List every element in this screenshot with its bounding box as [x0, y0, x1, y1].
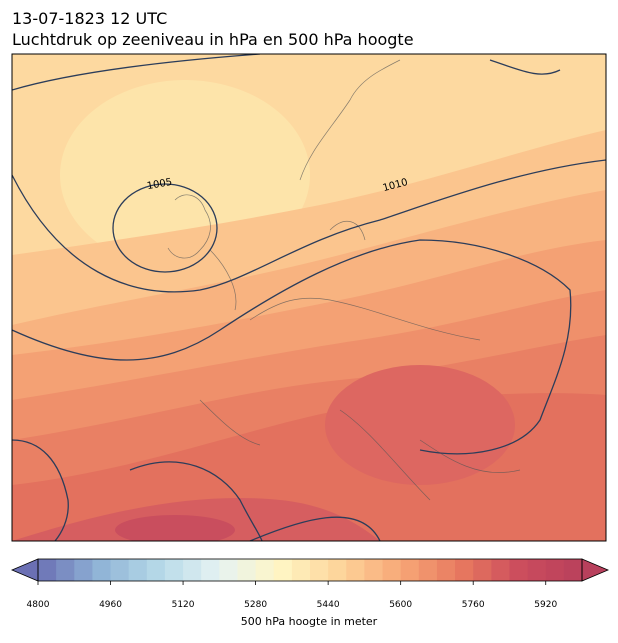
isobar — [249, 516, 381, 541]
colorbar-segment — [273, 559, 293, 581]
colorbar-segment — [164, 559, 184, 581]
contour-label: 1005 — [146, 177, 173, 192]
colorbar-tick-label: 5280 — [244, 600, 267, 610]
colorbar-segment — [346, 559, 365, 581]
colorbar-segment — [455, 559, 474, 581]
colorbar-tick-label: 4960 — [99, 600, 122, 610]
colorbar-segment — [563, 559, 583, 581]
colorbar-segment — [291, 559, 311, 581]
colorbar-segment — [545, 559, 565, 581]
colorbar-segment — [328, 559, 347, 581]
colorbar-segment — [110, 559, 130, 581]
map: 1005 1010 — [12, 54, 606, 541]
colorbar-extend — [10, 558, 39, 582]
colorbar-segment — [92, 559, 112, 581]
subtitle: Luchtdruk op zeeniveau in hPa en 500 hPa… — [12, 30, 414, 49]
map-frame — [11, 53, 607, 542]
coastline — [167, 59, 521, 501]
colorbar-segment — [364, 559, 384, 581]
colorbar-segment — [418, 559, 438, 581]
title: 13-07-1823 12 UTC — [12, 9, 167, 28]
isobar — [112, 183, 218, 273]
isobar — [12, 159, 606, 293]
colorbar-segment — [146, 559, 166, 581]
colorbar-tick-label: 5760 — [462, 600, 485, 610]
colorbar-label: 500 hPa hoogte in meter — [241, 615, 378, 628]
colorbar-segment — [219, 559, 238, 581]
colorbar-segment — [382, 559, 402, 581]
colorbar-tick-label: 5920 — [534, 600, 557, 610]
isobar — [12, 54, 261, 91]
colorbar-segment — [74, 559, 93, 581]
colorbar-segment — [183, 559, 202, 581]
colorbar-tick-label: 5600 — [389, 600, 412, 610]
colorbar-tick-label: 5440 — [317, 600, 340, 610]
height-field — [325, 365, 515, 485]
colorbar-segment — [436, 559, 456, 581]
colorbar-segment — [527, 559, 547, 581]
colorbar-segment — [400, 559, 420, 581]
colorbar-segment — [128, 559, 148, 581]
colorbar-segment — [491, 559, 510, 581]
colorbar-extend — [581, 558, 610, 582]
colorbar-segment — [509, 559, 529, 581]
colorbar-segment — [310, 559, 329, 581]
colorbar-frame — [37, 558, 583, 582]
isobar — [489, 59, 561, 75]
colorbar-tick-label: 4800 — [27, 600, 50, 610]
isobar — [12, 439, 69, 541]
colorbar: 4800 4960 5120 5280 5440 5600 5760 5920 — [10, 558, 610, 610]
height-field — [115, 515, 235, 541]
colorbar-segment — [56, 559, 75, 581]
colorbar-segment — [237, 559, 257, 581]
isobar — [12, 239, 572, 455]
colorbar-segment — [473, 559, 492, 581]
isobar — [129, 461, 263, 541]
colorbar-tick-label: 5120 — [172, 600, 195, 610]
colorbar-segment — [38, 559, 57, 581]
colorbar-segment — [201, 559, 220, 581]
colorbar-segment — [255, 559, 275, 581]
